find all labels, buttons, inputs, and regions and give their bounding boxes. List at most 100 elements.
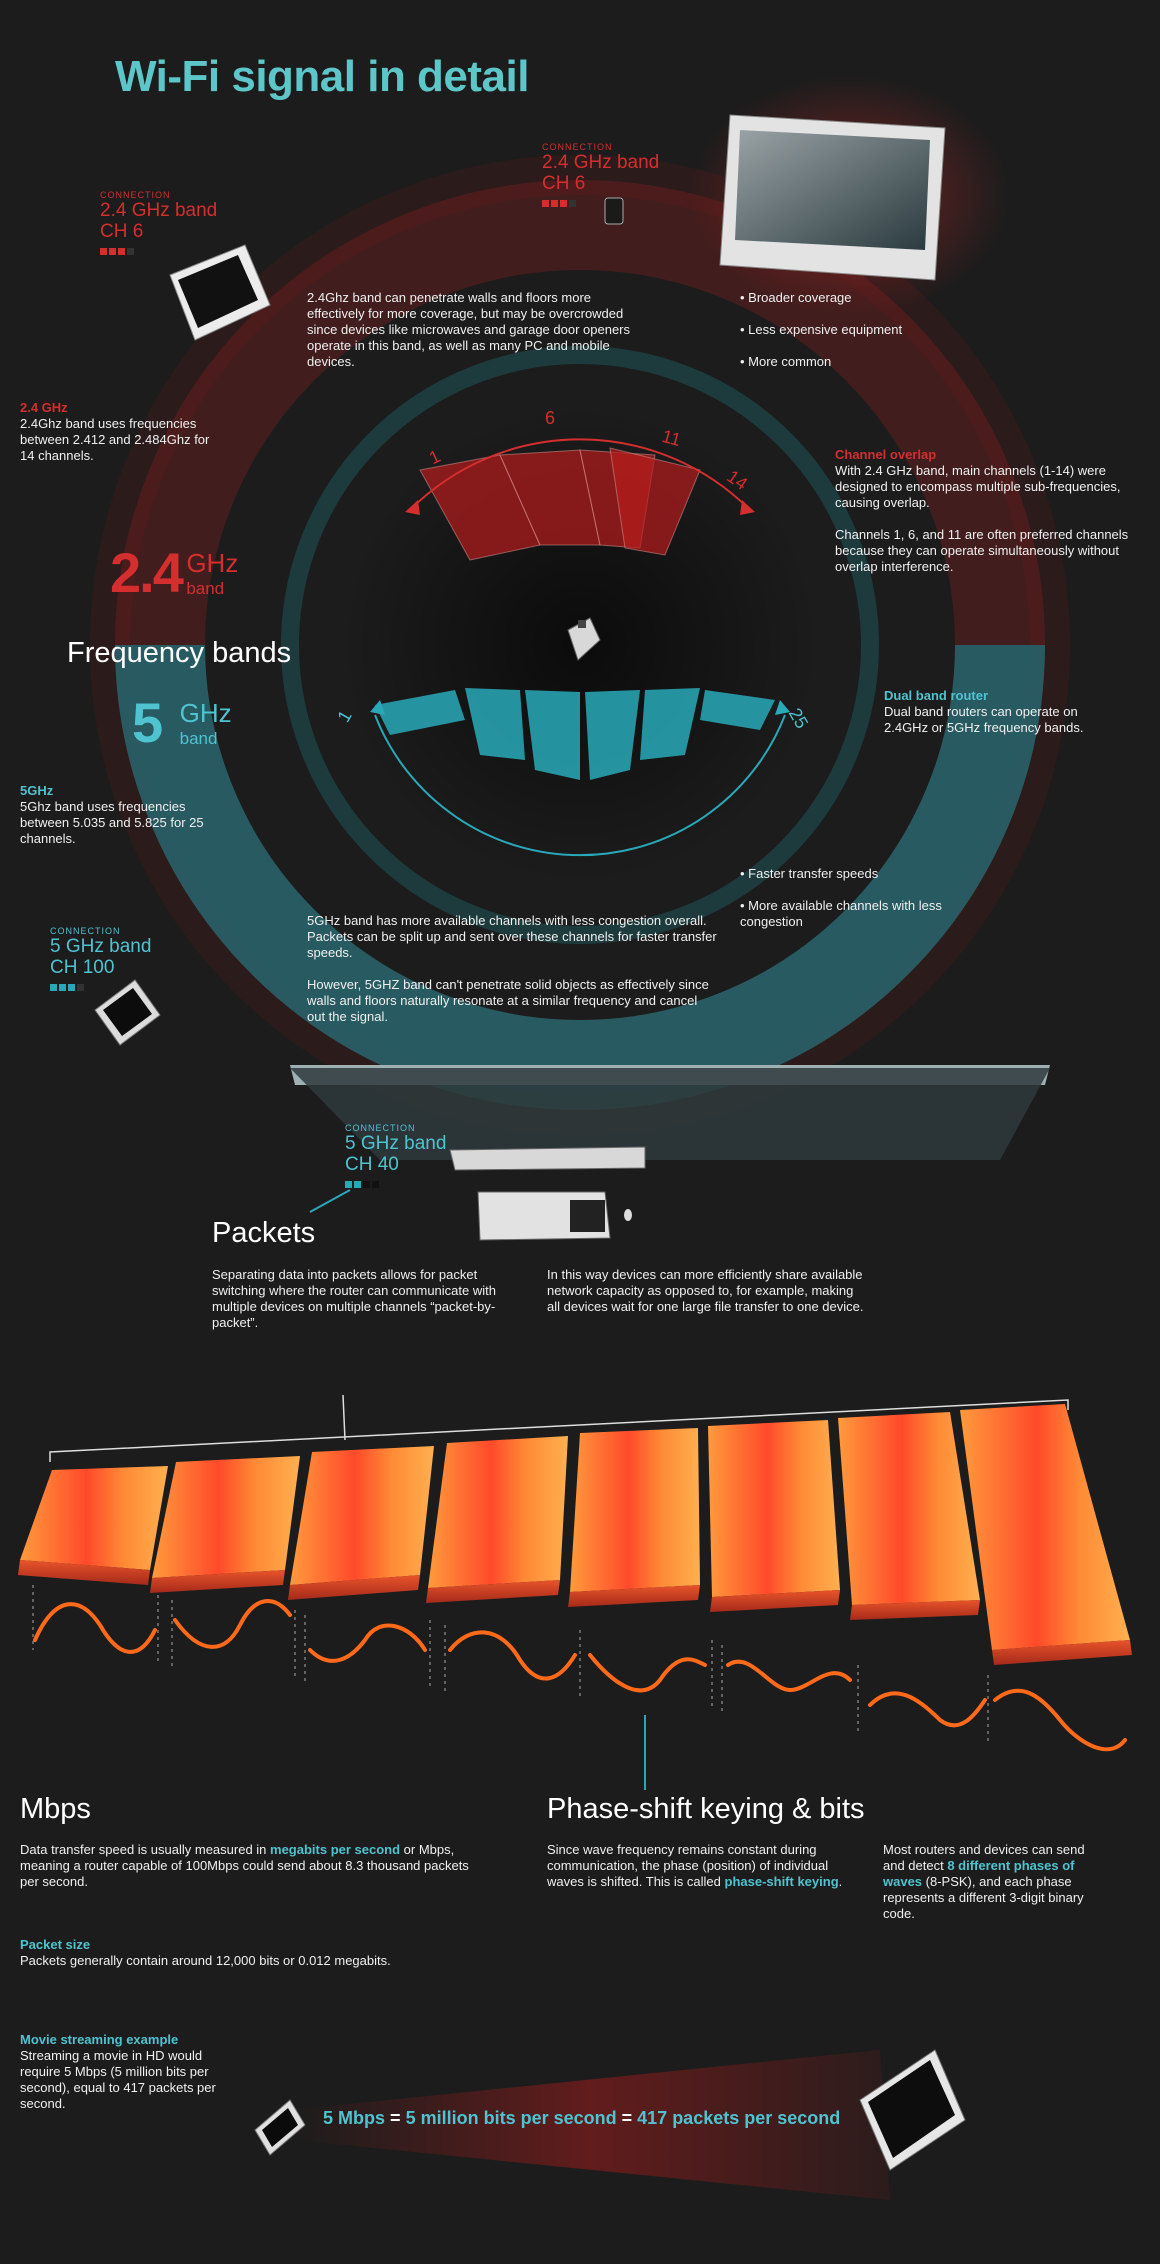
dual-band-note: Dual band router Dual band routers can o… xyxy=(884,688,1114,736)
psk-text-1: Since wave frequency remains constant du… xyxy=(547,1842,852,1890)
wave-dividers xyxy=(32,1585,989,1745)
band-5-text-2: However, 5GHZ band can't penetrate solid… xyxy=(307,977,709,1024)
side-note-title: 5GHz xyxy=(20,783,54,798)
laptop-icon-top-left xyxy=(169,244,271,341)
psk-heading: Phase-shift keying & bits xyxy=(547,1793,865,1825)
big-unit: GHz xyxy=(179,698,232,728)
mbps-text-b: or Mbps, meaning a router capable of 100… xyxy=(20,1842,469,1889)
equation-equals-2: = xyxy=(621,2108,633,2128)
bandwidth-equation: 5 Mbps = 5 million bits per second = 417… xyxy=(323,2108,840,2129)
dual-band-title: Dual band router xyxy=(884,688,989,703)
psk-text-2-b: (8-PSK), and each phase represents a dif… xyxy=(883,1874,1084,1921)
packet-size-text: Packets generally contain around 12,000 … xyxy=(20,1953,391,1968)
router-icon xyxy=(567,617,601,661)
big-unit: GHz xyxy=(186,548,239,578)
connection-band: 2.4 GHz band xyxy=(542,152,660,173)
connection-label-5-desktop: CONNECTION 5 GHz band CH 40 xyxy=(345,1123,446,1193)
tablet-icon-left xyxy=(94,979,161,1046)
signal-dots xyxy=(50,978,151,996)
packet-blocks xyxy=(18,1404,1132,1665)
signal-dots xyxy=(542,194,659,212)
connection-label-24-left: CONNECTION 2.4 GHz band CH 6 xyxy=(100,190,217,260)
signal-dots xyxy=(100,242,217,260)
phase-waves xyxy=(33,1599,1127,1752)
connection-tag: CONNECTION xyxy=(100,190,171,200)
wall-slab xyxy=(290,1065,1050,1160)
band-5-inner-ring xyxy=(281,346,879,944)
big-number: 5 xyxy=(132,691,164,754)
band-24-intro: 2.4Ghz band can penetrate walls and floo… xyxy=(307,290,631,369)
overlap-title: Channel overlap xyxy=(835,447,937,462)
big-band: band xyxy=(186,579,225,598)
connection-channel: CH 100 xyxy=(50,957,115,978)
side-note-text: 2.4Ghz band uses frequencies between 2.4… xyxy=(20,416,210,463)
side-note-title: 2.4 GHz xyxy=(20,400,68,415)
bullet-item: Faster transfer speeds xyxy=(740,866,970,882)
equation-equals-1: = xyxy=(390,2108,401,2128)
movie-streaming-note: Movie streaming example Streaming a movi… xyxy=(20,2032,235,2112)
overlap-text-2: Channels 1, 6, and 11 are often preferre… xyxy=(835,527,1129,574)
equation-bits: 5 million bits per second xyxy=(405,2108,617,2128)
laptop-icon-bottom xyxy=(859,2049,966,2171)
band-24-big-label: 2.4 GHz band xyxy=(110,540,238,605)
big-number: 2.4 xyxy=(110,541,184,604)
psk-text-1-b: . xyxy=(838,1874,843,1889)
big-band: band xyxy=(179,729,218,748)
mbps-text: Data transfer speed is usually measured … xyxy=(20,1842,470,1890)
connection-tag: CONNECTION xyxy=(50,926,121,936)
band-5-bullets: Faster transfer speeds More available ch… xyxy=(740,866,970,930)
packet-size-title: Packet size xyxy=(20,1937,91,1952)
page-title: Wi-Fi signal in detail xyxy=(115,52,529,101)
connection-band: 5 GHz band xyxy=(345,1133,447,1154)
band-5-text-1: 5GHz band has more available channels wi… xyxy=(307,913,717,960)
connection-label-5-left: CONNECTION 5 GHz band CH 100 xyxy=(50,926,151,996)
connection-channel: CH 6 xyxy=(100,221,144,242)
band-5-big-label: 5 GHz band xyxy=(132,690,232,755)
connection-band: 5 GHz band xyxy=(50,936,152,957)
movie-text: Streaming a movie in HD would require 5 … xyxy=(20,2048,216,2111)
mbps-heading: Mbps xyxy=(20,1793,91,1825)
dual-band-text: Dual band routers can operate on 2.4GHz … xyxy=(884,704,1084,735)
channel-fan-5 xyxy=(375,688,775,780)
channel-arc-5 xyxy=(374,714,786,857)
psk-text-1-highlight: phase-shift keying xyxy=(724,1874,839,1889)
psk-text-2-a: Most routers and devices can send and de… xyxy=(883,1842,1085,1873)
channel-fan-24 xyxy=(419,447,701,561)
channel-label-6: 6 xyxy=(545,408,556,428)
phone-icon-top xyxy=(604,197,624,225)
microwave-icon xyxy=(719,114,946,281)
connection-channel: CH 40 xyxy=(345,1154,399,1175)
channel-arc-24 xyxy=(409,438,751,511)
channel-overlap-note: Channel overlap With 2.4 GHz band, main … xyxy=(835,447,1145,575)
band-24-bullets: Broader coverage Less expensive equipmen… xyxy=(740,290,960,370)
frequency-bands-heading: Frequency bands xyxy=(67,637,292,669)
connection-tag: CONNECTION xyxy=(345,1123,416,1133)
movie-title: Movie streaming example xyxy=(20,2032,179,2047)
band-24-side-note: 2.4 GHz 2.4Ghz band uses frequencies bet… xyxy=(20,400,220,464)
psk-text-2: Most routers and devices can send and de… xyxy=(883,1842,1093,1922)
psk-text-2-highlight: 8 different phases of waves xyxy=(883,1858,1075,1889)
connection-tag: CONNECTION xyxy=(542,142,613,152)
bullet-item: More common xyxy=(740,354,960,370)
connection-channel: CH 6 xyxy=(542,173,586,194)
connection-label-24-top: CONNECTION 2.4 GHz band CH 6 xyxy=(542,142,659,212)
overlap-text-1: With 2.4 GHz band, main channels (1-14) … xyxy=(835,463,1121,510)
packet-connector xyxy=(309,1189,351,1213)
band-5-body: 5GHz band has more available channels wi… xyxy=(307,913,717,1025)
packets-bracket xyxy=(49,1394,1069,1462)
side-note-text: 5Ghz band uses frequencies between 5.035… xyxy=(20,799,204,846)
packet-size-note: Packet size Packets generally contain ar… xyxy=(20,1937,470,1969)
desktop-icon xyxy=(449,1146,646,1241)
equation-mbps: 5 Mbps xyxy=(323,2108,386,2128)
bullet-item: Less expensive equipment xyxy=(740,322,960,338)
packets-text-2: In this way devices can more efficiently… xyxy=(547,1267,864,1314)
mbps-text-highlight: megabits per second xyxy=(270,1842,401,1857)
bullet-item: Broader coverage xyxy=(740,290,960,306)
equation-packets: 417 packets per second xyxy=(637,2108,841,2128)
psk-text-1-a: Since wave frequency remains constant du… xyxy=(547,1842,829,1889)
packets-heading: Packets xyxy=(212,1217,316,1249)
packets-text-1: Separating data into packets allows for … xyxy=(212,1267,496,1330)
connection-band: 2.4 GHz band xyxy=(100,200,218,221)
phone-icon-bottom xyxy=(254,2099,306,2156)
